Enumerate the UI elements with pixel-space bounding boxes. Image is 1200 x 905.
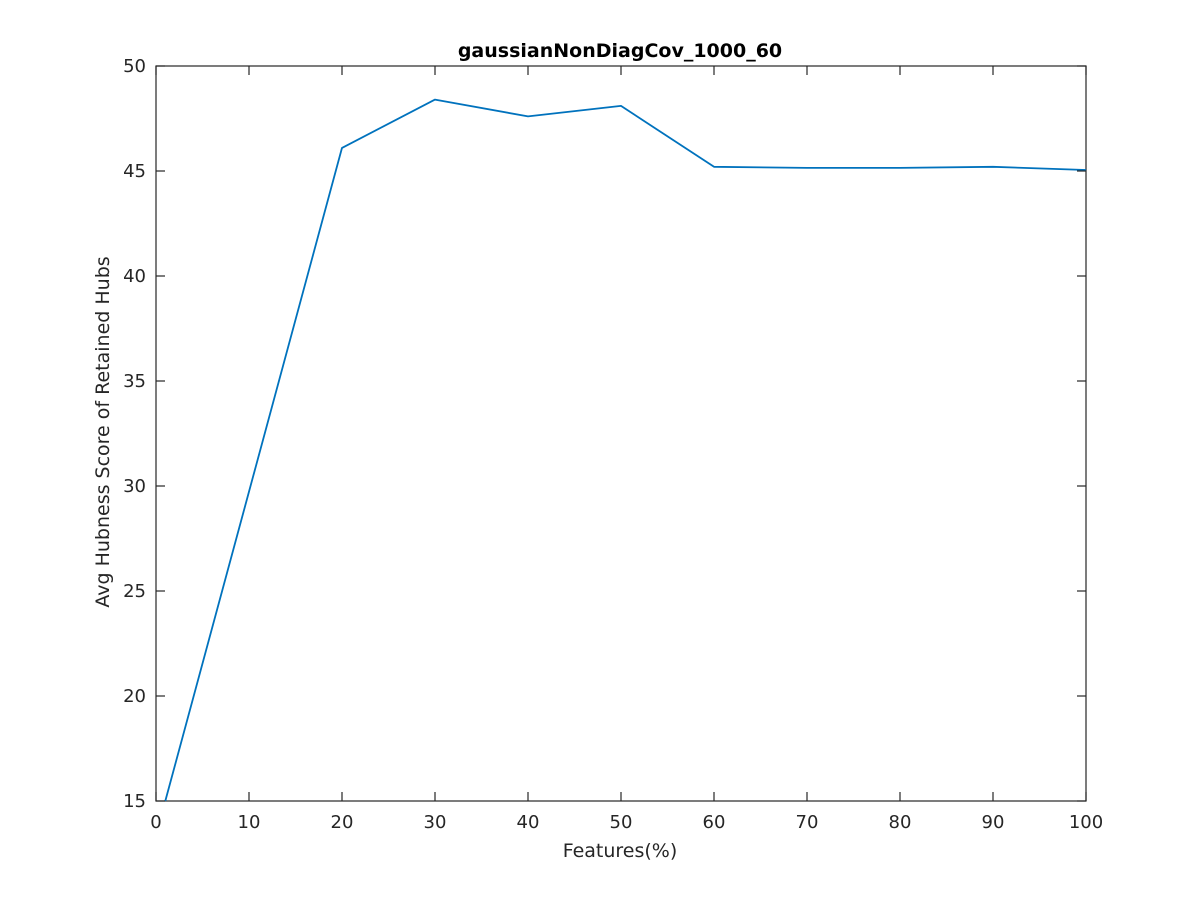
y-tick-label: 25 (123, 581, 146, 602)
series-line-0 (165, 100, 1086, 801)
y-tick-label: 20 (123, 686, 146, 707)
x-tick-label: 0 (150, 812, 161, 833)
x-tick-label: 60 (703, 812, 726, 833)
axis-ticks: 0 10 20 30 40 50 60 70 80 90 100 15 20 25 30 35 40 45 50 (123, 56, 1103, 833)
x-tick-label: 100 (1069, 812, 1103, 833)
x-tick-label: 90 (982, 812, 1005, 833)
y-tick-label: 35 (123, 371, 146, 392)
x-tick-label: 70 (796, 812, 819, 833)
chart-title: gaussianNonDiagCov_1000_60 (458, 40, 782, 62)
y-tick-label: 45 (123, 161, 146, 182)
y-axis-label: Avg Hubness Score of Retained Hubs (92, 256, 114, 607)
y-tick-label: 15 (123, 791, 146, 812)
x-tick-label: 40 (517, 812, 540, 833)
x-tick-label: 80 (889, 812, 912, 833)
y-tick-label: 30 (123, 476, 146, 497)
x-axis-label: Features(%) (563, 840, 678, 862)
y-tick-label: 40 (123, 266, 146, 287)
y-tick-label: 50 (123, 56, 146, 77)
x-tick-label: 10 (238, 812, 261, 833)
x-tick-label: 30 (424, 812, 447, 833)
axes-box (156, 66, 1086, 801)
plot-area (156, 66, 1086, 801)
x-tick-label: 50 (610, 812, 633, 833)
x-tick-label: 20 (331, 812, 354, 833)
